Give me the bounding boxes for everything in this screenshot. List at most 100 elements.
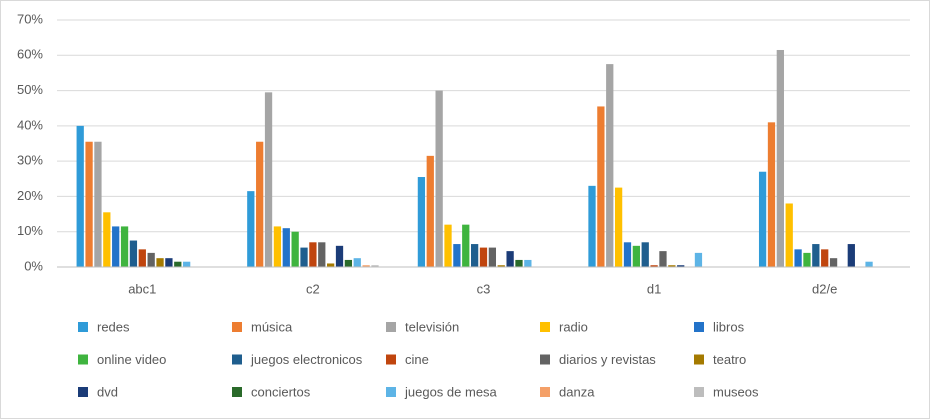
x-tick-label: c3 [477, 281, 491, 296]
legend-label: música [251, 319, 293, 334]
y-tick-label: 70% [17, 11, 43, 26]
bar [659, 251, 667, 267]
bar [318, 242, 326, 267]
bar [812, 244, 820, 267]
bar [623, 242, 632, 267]
legend-swatch [386, 322, 396, 332]
bar [668, 265, 676, 267]
bar [515, 259, 523, 267]
bar [103, 212, 111, 267]
x-tick-label: d1 [647, 281, 661, 296]
legend-label: redes [97, 319, 130, 334]
bar [417, 177, 426, 267]
legend-swatch [540, 322, 550, 332]
legend-swatch [694, 354, 704, 365]
bar [677, 265, 685, 267]
bar [156, 258, 164, 267]
legend-label: danza [559, 384, 595, 399]
bar [444, 224, 452, 267]
bar [524, 259, 532, 267]
bar [138, 249, 146, 267]
bar [829, 258, 838, 267]
bar [335, 245, 344, 267]
bar [256, 141, 264, 267]
bar [129, 240, 138, 267]
bar [758, 171, 767, 267]
bar [506, 251, 514, 267]
bar [362, 265, 370, 267]
bar [488, 247, 497, 267]
legend-label: juegos electronicos [250, 352, 363, 367]
y-tick-label: 30% [17, 153, 43, 168]
bar [273, 226, 282, 267]
bar [426, 155, 434, 267]
legend-swatch [386, 354, 396, 365]
y-tick-label: 0% [24, 258, 43, 273]
bar [183, 261, 191, 267]
bar [588, 185, 596, 267]
bar [865, 261, 873, 267]
legend-label: cine [405, 352, 429, 367]
legend-swatch [694, 387, 704, 397]
legend-swatch [232, 387, 242, 397]
bar [94, 141, 102, 267]
legend-label: museos [713, 384, 759, 399]
legend-label: televisión [405, 319, 459, 334]
bar [694, 252, 703, 267]
bar [165, 258, 173, 267]
bar [112, 226, 120, 267]
bar [309, 242, 317, 267]
legend-label: teatro [713, 352, 746, 367]
bar [821, 249, 829, 267]
legend-label: juegos de mesa [404, 384, 498, 399]
legend-label: radio [559, 319, 588, 334]
bar [291, 231, 299, 267]
legend-label: libros [713, 319, 745, 334]
bar [767, 122, 776, 267]
bar [776, 49, 784, 267]
y-tick-label: 40% [17, 117, 43, 132]
legend-swatch [232, 322, 242, 332]
legend-swatch [540, 354, 550, 365]
bar [371, 265, 379, 267]
bar [606, 64, 614, 267]
bar [497, 265, 505, 267]
bar [435, 90, 443, 267]
bar [597, 106, 605, 267]
y-tick-label: 60% [17, 47, 43, 62]
x-tick-label: c2 [306, 281, 320, 296]
bar [264, 92, 273, 267]
bar [85, 141, 93, 267]
bar [174, 261, 182, 267]
bar [470, 244, 479, 267]
bar [803, 252, 811, 267]
y-tick-label: 50% [17, 82, 43, 97]
bar [76, 125, 84, 267]
bar [614, 187, 623, 267]
legend-swatch [78, 354, 88, 365]
bar [147, 252, 155, 267]
bar [453, 244, 461, 267]
bar [632, 245, 640, 267]
legend-swatch [232, 354, 242, 365]
y-tick-label: 10% [17, 223, 43, 238]
bar [120, 226, 129, 267]
bar [344, 259, 353, 267]
legend-label: diarios y revistas [559, 352, 656, 367]
bar [300, 247, 308, 267]
legend-swatch [78, 387, 88, 397]
legend-swatch [78, 322, 88, 332]
bar [847, 244, 855, 267]
bar [462, 224, 470, 267]
bar [785, 203, 793, 267]
x-tick-label: abc1 [128, 281, 156, 296]
x-tick-label: d2/e [812, 281, 837, 296]
bar [794, 249, 802, 267]
bar [650, 265, 658, 267]
bar [479, 247, 488, 267]
legend-label: conciertos [251, 384, 311, 399]
bar [282, 228, 290, 267]
legend-swatch [694, 322, 704, 332]
bar [247, 191, 255, 267]
